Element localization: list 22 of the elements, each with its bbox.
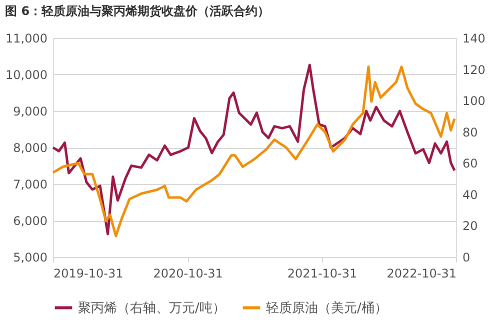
chart-title: 图 6：轻质原油与聚丙烯期货收盘价（活跃合约） [5,4,270,18]
x-tick-label: 2022-10-31 [386,266,456,280]
y-tick-label: 11,000 [6,32,48,46]
x-tick-label: 2021-10-31 [287,266,358,280]
y2-tick-label: 60 [462,156,478,171]
y2-tick-label: 120 [462,62,486,77]
y-tick-label: 9,000 [13,104,48,118]
legend-label: 轻质原油（美元/桶） [266,300,388,316]
legend-label: 聚丙烯（右轴、万元/吨） [78,300,226,316]
y2-tick-label: 0 [462,250,470,264]
y2-tick-label: 100 [462,94,486,108]
y-tick-label: 5,000 [13,250,48,264]
y2-tick-label: 40 [462,188,478,202]
y-tick-label: 7,000 [13,178,48,192]
y2-tick-label: 20 [462,219,478,234]
x-tick-label: 2020-10-31 [153,266,223,280]
y-tick-label: 6,000 [13,214,48,228]
y2-tick-label: 80 [462,125,478,140]
y-tick-label: 10,000 [6,68,48,82]
y2-tick-label: 140 [462,32,486,46]
y-tick-label: 8,000 [13,141,48,155]
x-tick-label: 2019-10-31 [54,266,124,280]
